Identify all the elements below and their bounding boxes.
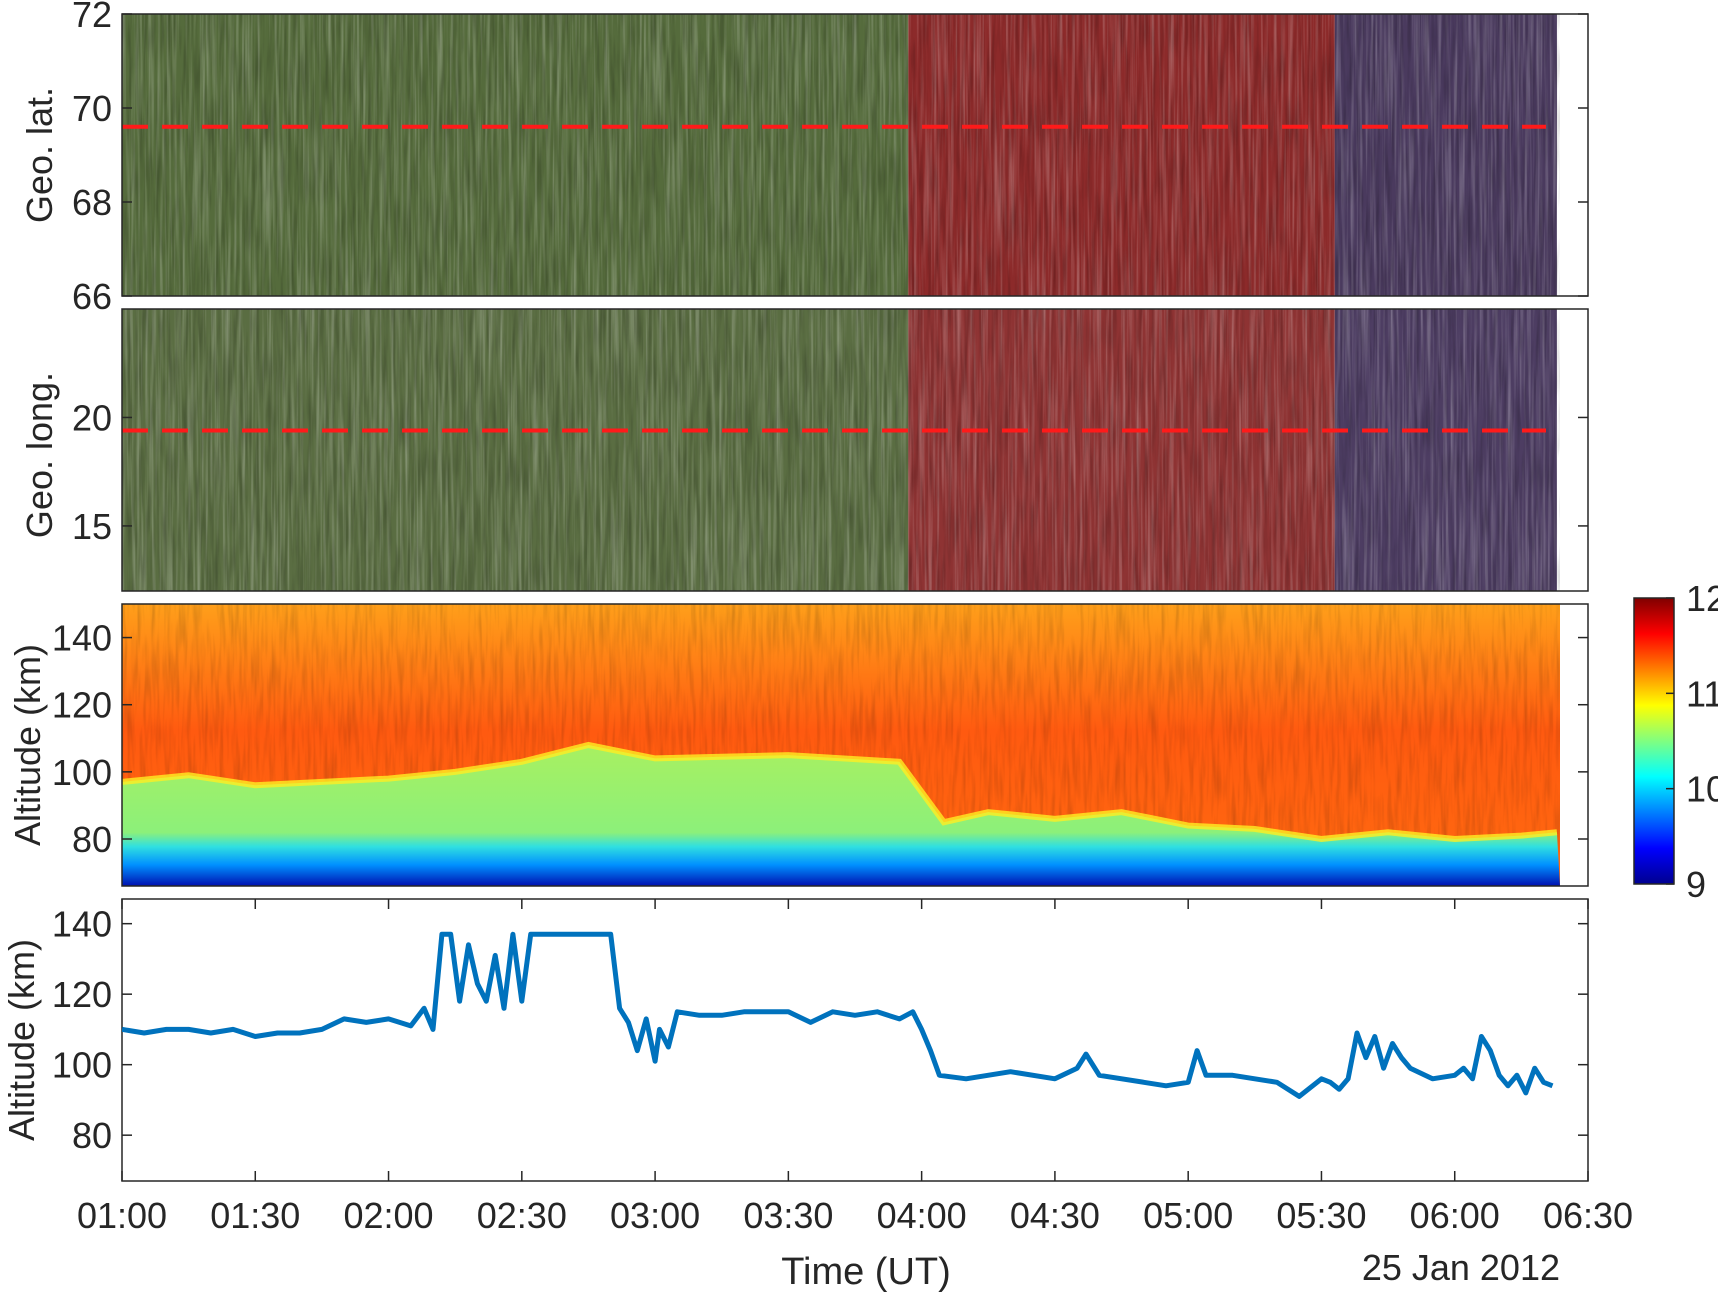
density-heatmap-panel: 80 100 120 140 Altitude (km) 9 10 11 12 (7, 578, 1718, 905)
altitude-ylabel: Altitude (km) (1, 939, 42, 1141)
x-tick-label: 05:30 (1276, 1195, 1366, 1236)
date-label: 25 Jan 2012 (1362, 1247, 1560, 1288)
x-tick-label: 06:00 (1410, 1195, 1500, 1236)
y-tick-label: 80 (72, 819, 112, 860)
y-tick-label: 100 (52, 752, 112, 793)
latitude-keogram-image (122, 14, 1560, 296)
altitude-series-line (122, 931, 1554, 1099)
y-tick-label: 70 (72, 88, 112, 129)
y-tick-label: 100 (52, 1045, 112, 1086)
y-tick-label: 68 (72, 182, 112, 223)
colorbar-tick-label: 12 (1686, 578, 1718, 619)
latitude-keogram-panel: 66 68 70 72 Geo. lat. (19, 0, 1589, 317)
time-xlabel: Time (UT) (781, 1251, 951, 1292)
x-tick-label: 01:00 (77, 1195, 167, 1236)
x-tick-label: 01:30 (210, 1195, 300, 1236)
longitude-axes-box (121, 308, 1589, 592)
latitude-axes-box (121, 13, 1589, 297)
y-tick-label: 20 (72, 397, 112, 438)
x-tick-label: 05:00 (1143, 1195, 1233, 1236)
colorbar-tick-label: 11 (1686, 673, 1718, 714)
altitude-y-ticks: 80 100 120 140 (52, 904, 1588, 1156)
y-tick-label: 80 (72, 1115, 112, 1156)
density-axes-box (121, 603, 1589, 887)
y-tick-label: 140 (52, 904, 112, 945)
y-tick-label: 66 (72, 276, 112, 317)
altitude-axes-box (121, 898, 1589, 1182)
altitude-line-panel: 80 100 120 140 01:00 01:30 02:00 02:30 03:00 03:… (1, 898, 1633, 1292)
colorbar-gradient (1633, 597, 1675, 885)
y-tick-label: 120 (52, 974, 112, 1015)
y-tick-label: 72 (72, 0, 112, 35)
density-heatmap-image (122, 604, 1560, 886)
longitude-ylabel: Geo. long. (19, 372, 60, 538)
x-tick-label: 02:30 (477, 1195, 567, 1236)
latitude-ylabel: Geo. lat. (19, 87, 60, 223)
time-x-ticks: 01:00 01:30 02:00 02:30 03:00 03:30 04:00 04:30… (77, 899, 1633, 1236)
y-tick-label: 120 (52, 685, 112, 726)
x-tick-label: 04:30 (1010, 1195, 1100, 1236)
y-tick-label: 15 (72, 506, 112, 547)
density-ylabel: Altitude (km) (7, 644, 48, 846)
x-tick-label: 02:00 (343, 1195, 433, 1236)
latitude-y-ticks: 66 68 70 72 (72, 0, 1588, 317)
colorbar-tick-label: 10 (1686, 769, 1718, 810)
longitude-keogram-image (122, 309, 1560, 591)
y-tick-label: 140 (52, 618, 112, 659)
x-tick-label: 03:30 (743, 1195, 833, 1236)
x-tick-label: 03:00 (610, 1195, 700, 1236)
x-tick-label: 04:00 (877, 1195, 967, 1236)
density-y-ticks: 80 100 120 140 (52, 618, 1588, 860)
colorbar-tick-label: 9 (1686, 864, 1706, 905)
x-tick-label: 06:30 (1543, 1195, 1633, 1236)
colorbar: 9 10 11 12 (1633, 578, 1718, 905)
